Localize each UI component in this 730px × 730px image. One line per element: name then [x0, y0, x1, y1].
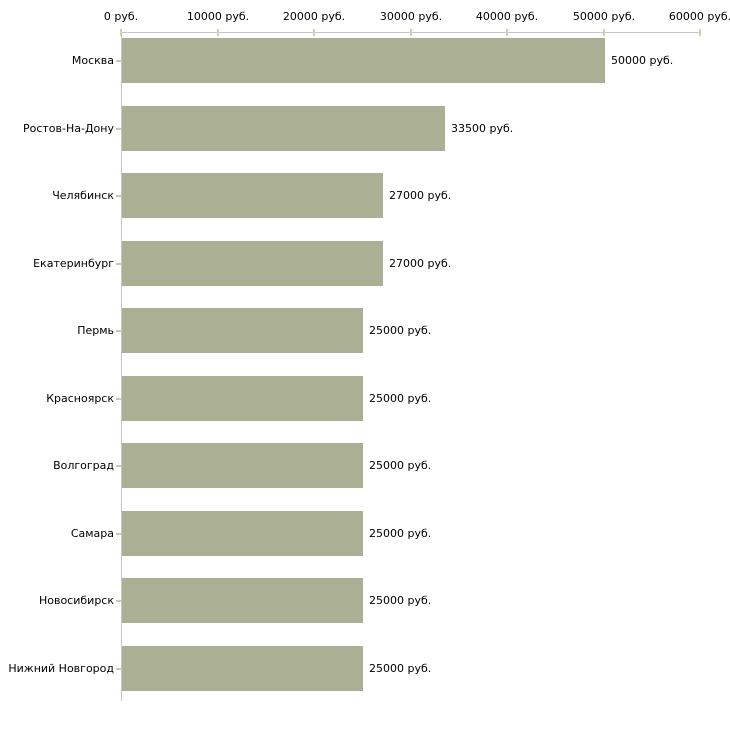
bar — [122, 308, 363, 353]
value-label: 27000 руб. — [389, 257, 452, 270]
category-tick — [116, 263, 121, 265]
x-axis-tick — [120, 29, 122, 36]
category-label: Нижний Новгород — [8, 662, 114, 675]
x-axis-tick — [410, 29, 412, 36]
category-tick — [116, 330, 121, 332]
value-label: 50000 руб. — [611, 54, 674, 67]
value-label: 25000 руб. — [369, 324, 432, 337]
x-axis-tick — [313, 29, 315, 36]
category-label: Екатеринбург — [33, 257, 114, 270]
bar — [122, 106, 445, 151]
category-label: Волгоград — [53, 459, 114, 472]
category-label: Самара — [70, 527, 114, 540]
x-axis-tick-label: 20000 руб. — [282, 10, 346, 23]
value-label: 25000 руб. — [369, 527, 432, 540]
value-label: 25000 руб. — [369, 594, 432, 607]
x-axis-tick-label: 50000 руб. — [572, 10, 636, 23]
bar — [122, 241, 383, 286]
x-axis-tick-label: 10000 руб. — [186, 10, 250, 23]
category-tick — [116, 600, 121, 602]
category-tick — [116, 398, 121, 400]
x-axis-tick — [217, 29, 219, 36]
x-axis-tick-label: 30000 руб. — [379, 10, 443, 23]
bar — [122, 578, 363, 623]
bar — [122, 376, 363, 421]
category-label: Пермь — [77, 324, 114, 337]
category-tick — [116, 465, 121, 467]
category-label: Челябинск — [52, 189, 114, 202]
category-tick — [116, 128, 121, 130]
value-label: 25000 руб. — [369, 392, 432, 405]
category-label: Москва — [71, 54, 114, 67]
category-tick — [116, 195, 121, 197]
category-tick — [116, 60, 121, 62]
bar — [122, 443, 363, 488]
bar — [122, 38, 605, 83]
y-axis-line — [121, 32, 122, 701]
category-tick — [116, 668, 121, 670]
value-label: 25000 руб. — [369, 662, 432, 675]
value-label: 27000 руб. — [389, 189, 452, 202]
category-label: Красноярск — [46, 392, 114, 405]
x-axis-tick-label: 60000 руб. — [668, 10, 730, 23]
category-label: Новосибирск — [38, 594, 114, 607]
x-axis-tick — [699, 29, 701, 36]
category-label: Ростов-На-Дону — [22, 122, 114, 135]
x-axis-tick-label: 40000 руб. — [475, 10, 539, 23]
value-label: 33500 руб. — [451, 122, 514, 135]
bar — [122, 173, 383, 218]
x-axis-tick-label: 0 руб. — [103, 10, 139, 23]
x-axis-tick — [506, 29, 508, 36]
x-axis-tick — [603, 29, 605, 36]
value-label: 25000 руб. — [369, 459, 432, 472]
bar — [122, 511, 363, 556]
category-tick — [116, 533, 121, 535]
bar — [122, 646, 363, 691]
